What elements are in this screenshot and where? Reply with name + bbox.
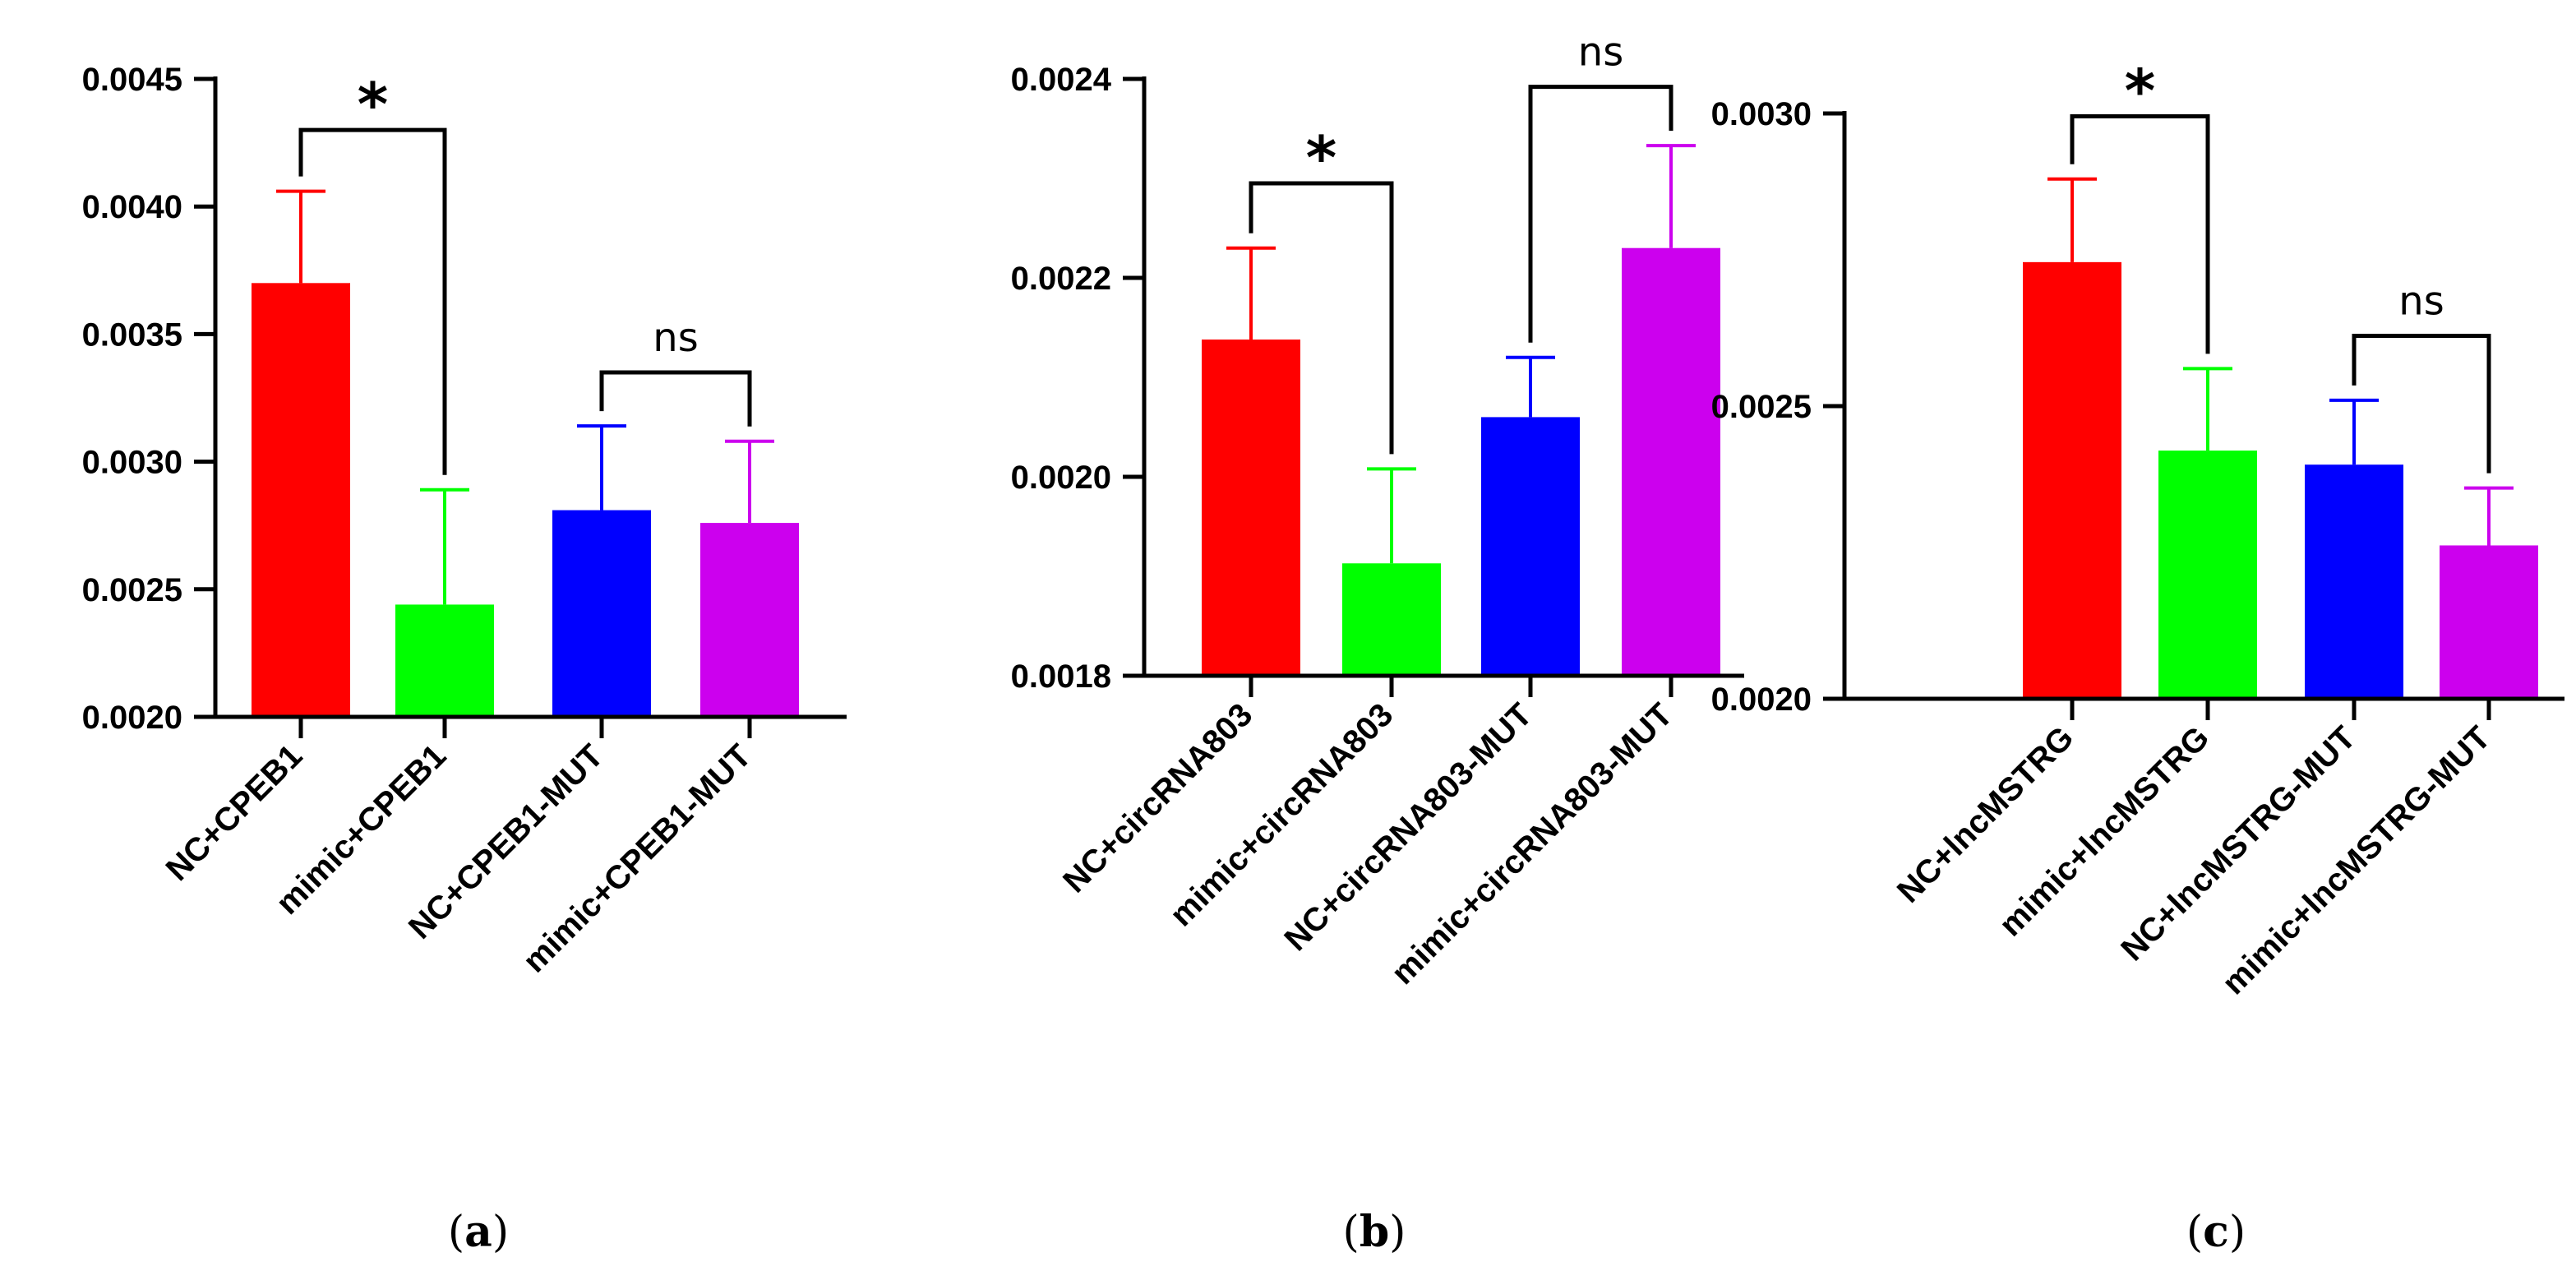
x-tick-label-a-1: NC+CPEB1	[159, 737, 310, 888]
y-tick-label-b-1: 0.0020	[1011, 460, 1111, 496]
panel-c: 0.00200.00250.0030NC+lncMSTRGmimic+lncMS…	[1711, 57, 2564, 1257]
y-tick-label-a-1: 0.0025	[82, 572, 182, 608]
significance-label-c-1: *	[2125, 57, 2156, 126]
y-tick-label-c-0: 0.0020	[1711, 682, 1812, 718]
bar-a-1	[252, 283, 350, 717]
bar-c-1	[2023, 261, 2121, 699]
significance-label-b-2: ns	[1578, 30, 1623, 76]
significance-label-a-2: ns	[653, 315, 698, 361]
bar-c-3	[2305, 464, 2403, 699]
bar-c-4	[2440, 545, 2538, 699]
significance-bracket-c-1	[2070, 114, 2210, 354]
significance-bracket-a-1	[298, 127, 447, 475]
y-tick-label-a-3: 0.0035	[82, 317, 182, 353]
bar-c-2	[2158, 451, 2257, 699]
y-tick-label-a-5: 0.0045	[82, 62, 182, 98]
significance-bracket-c-2	[2352, 334, 2491, 474]
bar-a-2	[395, 604, 494, 717]
y-tick-label-b-0: 0.0018	[1011, 658, 1111, 695]
bar-b-2	[1342, 563, 1441, 676]
bar-b-3	[1481, 417, 1580, 676]
y-tick-label-c-2: 0.0030	[1711, 96, 1812, 132]
y-tick-label-a-4: 0.0040	[82, 189, 182, 225]
panel-label-c: (c)	[2186, 1207, 2246, 1257]
x-tick-label-c-4: mimic+lncMSTRG-MUT	[2215, 719, 2497, 1001]
y-tick-label-b-2: 0.0022	[1011, 261, 1111, 297]
significance-bracket-b-2	[1528, 85, 1673, 343]
y-tick-label-a-2: 0.0030	[82, 445, 182, 481]
significance-label-b-1: *	[1306, 123, 1337, 192]
y-tick-label-a-0: 0.0020	[82, 700, 182, 736]
x-tick-label-b-4: mimic+circRNA803-MUT	[1385, 696, 1680, 991]
panel-label-b: (b)	[1343, 1207, 1406, 1257]
bar-a-4	[700, 523, 799, 717]
panel-b: 0.00180.00200.00220.0024NC+circRNA803mim…	[1011, 30, 1744, 1257]
significance-label-c-2: ns	[2398, 279, 2444, 325]
panel-a: 0.0020 0.0025 0.0030 0.0035 0.0040 0.0045 NC+C…	[82, 62, 847, 1257]
bar-a-3	[552, 510, 651, 717]
significance-bracket-b-1	[1249, 181, 1394, 455]
significance-label-a-1: *	[358, 70, 389, 139]
bar-b-1	[1202, 340, 1300, 676]
bar-b-4	[1622, 247, 1720, 676]
y-tick-label-b-3: 0.0024	[1011, 62, 1112, 98]
significance-bracket-a-2	[599, 370, 752, 427]
panel-label-a: (a)	[448, 1207, 509, 1257]
x-tick-label-c-3: NC+lncMSTRG-MUT	[2114, 719, 2362, 968]
y-tick-label-c-1: 0.0025	[1711, 389, 1812, 425]
x-tick-label-b-3: NC+circRNA803-MUT	[1277, 696, 1539, 958]
